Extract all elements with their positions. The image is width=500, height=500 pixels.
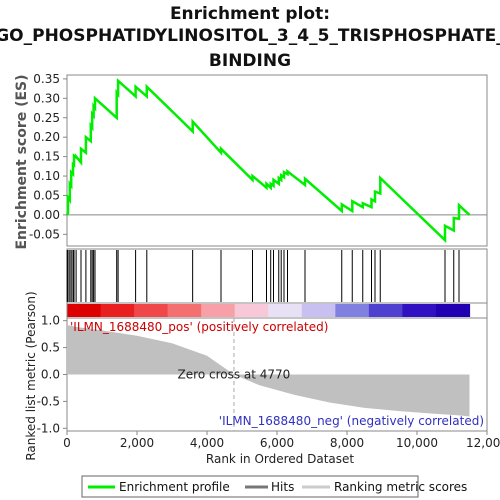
heatmap-segment	[100, 304, 135, 317]
heatmap-segment	[368, 304, 404, 317]
es-y-tick-label: 0.15	[33, 150, 60, 164]
x-axis-ticks: 0 2,000 4,000 6,000 8,000 10,000 12,000	[63, 431, 500, 450]
metric-y-tick-label: -1.0	[37, 421, 60, 435]
heatmap-segment	[167, 304, 202, 317]
metric-y-axis-label: Ranked list metric (Pearson)	[24, 291, 38, 460]
negative-correlation-label: 'ILMN_1688480_neg' (negatively correlate…	[219, 414, 484, 428]
es-y-ticks: 0.35 0.30 0.25 0.20 0.15 0.10 0.05 0.00 -0.05	[29, 72, 67, 241]
x-tick-label: 12,000	[466, 436, 500, 450]
heatmap-segment	[201, 304, 236, 317]
legend-label-ranking-metric-scores: Ranking metric scores	[334, 480, 467, 494]
chart-title: Enrichment plot: GO_PHOSPHATIDYLINOSITOL…	[0, 4, 500, 71]
ranking-metric-area	[67, 325, 470, 417]
title-line-1: Enrichment plot:	[170, 4, 330, 24]
x-tick-label: 2,000	[120, 436, 154, 450]
x-axis-label: Rank in Ordered Dataset	[206, 452, 354, 466]
x-tick-label: 8,000	[330, 436, 364, 450]
metric-y-tick-label: 0.5	[41, 341, 60, 355]
title-line-2: GO_PHOSPHATIDYLINOSITOL_3_4_5_TRISPHOSPH…	[0, 26, 500, 46]
x-tick-label: 6,000	[260, 436, 294, 450]
es-y-tick-label: 0.10	[33, 169, 60, 183]
x-tick-label: 0	[63, 436, 71, 450]
heatmap-segment	[67, 304, 102, 317]
metric-y-tick-label: 1.0	[41, 314, 60, 328]
es-y-tick-label: 0.05	[33, 188, 60, 202]
legend: Enrichment profile Hits Ranking metric s…	[81, 475, 467, 498]
metric-y-tick-label: 0.0	[41, 368, 60, 382]
metric-y-tick-label: -0.5	[37, 394, 60, 408]
es-y-tick-label: -0.05	[29, 227, 60, 241]
x-tick-label: 10,000	[396, 436, 438, 450]
heatmap-segment	[301, 304, 336, 317]
es-y-tick-label: 0.20	[33, 130, 60, 144]
heatmap-segment	[234, 304, 269, 317]
es-panel	[66, 74, 488, 247]
positive-correlation-label: 'ILMN_1688480_pos' (positively correlate…	[70, 320, 328, 334]
heatmap-segment	[268, 304, 303, 317]
heatmap-segment	[402, 304, 437, 317]
es-y-tick-label: 0.00	[33, 208, 60, 222]
es-y-tick-label: 0.30	[33, 91, 60, 105]
legend-label-enrichment-profile: Enrichment profile	[119, 480, 230, 494]
es-y-tick-label: 0.35	[33, 72, 60, 86]
hits-panel	[66, 248, 488, 304]
heatmap-segment	[335, 304, 370, 317]
heatmap-segment	[134, 304, 169, 317]
title-line-3: BINDING	[209, 51, 291, 71]
heatmap-segment	[435, 304, 471, 317]
hits-group	[66, 250, 460, 302]
es-y-tick-label: 0.25	[33, 111, 60, 125]
zero-cross-label: Zero cross at 4770	[178, 368, 291, 382]
x-tick-label: 4,000	[190, 436, 224, 450]
metric-y-ticks: 1.0 0.5 0.0 -0.5 -1.0	[37, 314, 67, 435]
enrichment-profile-line	[65, 78, 471, 244]
ranking-heatmap-bar	[67, 304, 471, 317]
legend-label-hits: Hits	[271, 480, 294, 494]
es-y-axis-label: Enrichment score (ES)	[14, 74, 30, 249]
